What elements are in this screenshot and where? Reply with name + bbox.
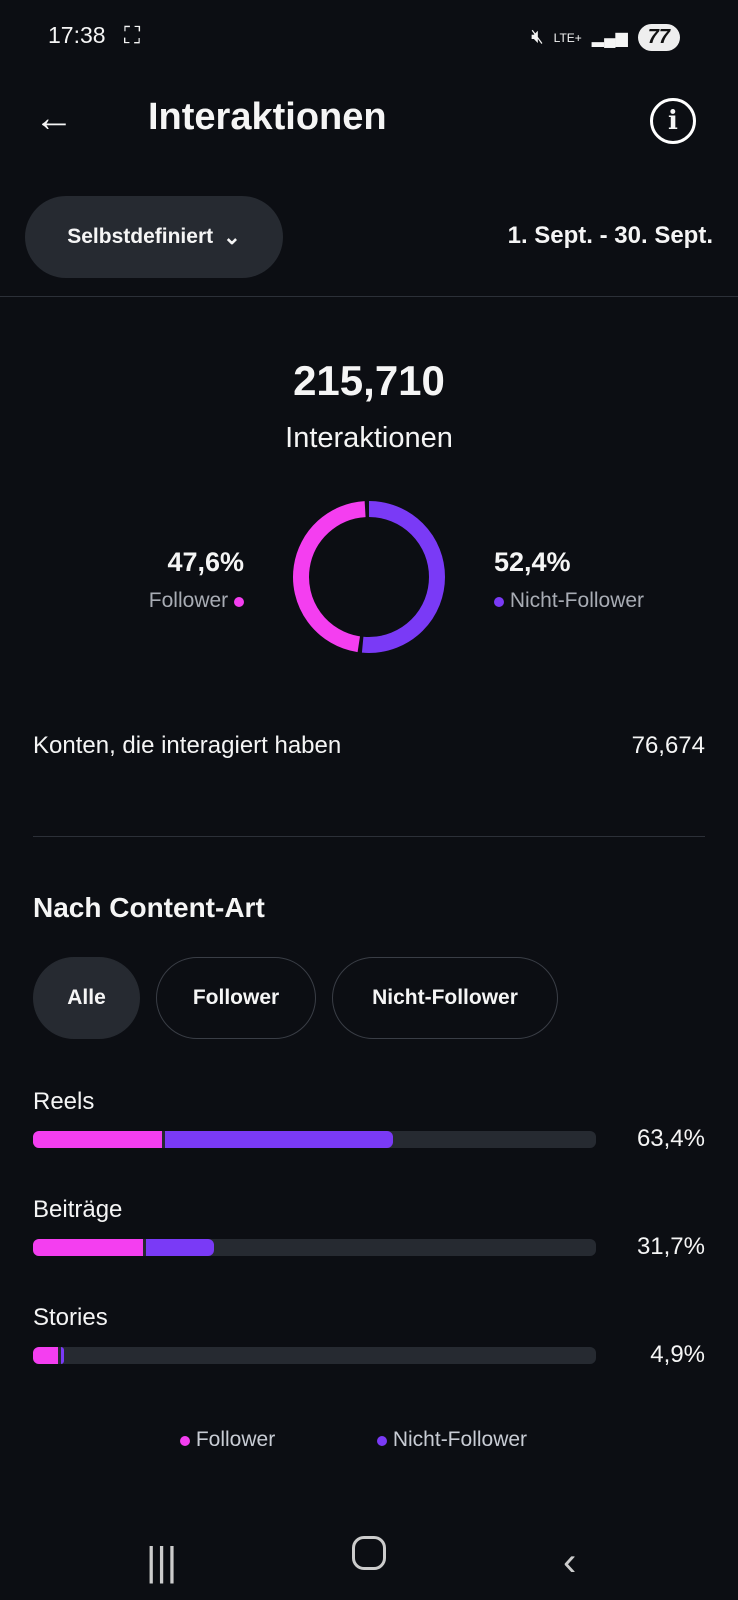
total-interactions: 215,710 xyxy=(293,357,445,404)
category-total: 63,4% xyxy=(636,1125,705,1152)
home-button[interactable] xyxy=(352,1536,386,1570)
nonfollower-dot-icon xyxy=(377,1436,387,1446)
network-label: LTE+ xyxy=(553,30,582,45)
legend-follower-label: Follower xyxy=(195,1428,276,1451)
nonfollower-percent: 52,4% xyxy=(494,547,571,577)
category-total: 4,9% xyxy=(650,1341,705,1368)
signal-icon: ▂▄▆ xyxy=(591,29,628,47)
chip-follower[interactable]: Follower xyxy=(156,957,316,1039)
donut-chart xyxy=(293,501,445,653)
page-title: Interaktionen xyxy=(148,96,387,138)
follower-dot-icon xyxy=(180,1436,190,1446)
date-range: 1. Sept. - 30. Sept. xyxy=(507,222,713,249)
follower-legend: Follower xyxy=(149,589,244,613)
donut-segment-nonfollower xyxy=(293,501,445,653)
chip-nicht-follower[interactable]: Nicht-Follower xyxy=(332,957,558,1039)
battery-indicator: 77 xyxy=(637,24,680,51)
status-icons: 🔇︎ LTE+ ▂▄▆ 77 xyxy=(531,24,680,51)
divider xyxy=(0,296,738,297)
section-heading: Nach Content-Art xyxy=(33,892,265,923)
donut-segment-follower xyxy=(293,501,445,653)
accounts-value: 76,674 xyxy=(631,732,705,759)
bar-nonfollower xyxy=(60,1347,64,1364)
follower-dot-icon xyxy=(234,597,244,607)
mute-icon: 🔇︎ xyxy=(531,26,544,48)
category-label: Stories xyxy=(33,1304,108,1331)
bar-follower xyxy=(33,1347,58,1364)
nonfollower-legend: Nicht-Follower xyxy=(494,589,644,613)
chip-alle[interactable]: Alle xyxy=(33,957,140,1039)
bar-follower xyxy=(33,1239,143,1256)
chevron-down-icon: ⌄ xyxy=(223,225,241,249)
bar-track xyxy=(33,1239,596,1256)
info-button[interactable]: i xyxy=(650,98,696,144)
legend-nonfollower: Nicht-Follower xyxy=(377,1428,527,1452)
nonfollower-label: Nicht-Follower xyxy=(509,589,645,612)
bar-track xyxy=(33,1347,596,1364)
status-time: 17:38 xyxy=(48,22,106,48)
dropdown-label: Selbstdefiniert xyxy=(67,225,214,248)
recent-apps-button[interactable]: ||| xyxy=(146,1540,178,1584)
category-total: 31,7% xyxy=(636,1233,705,1260)
bar-nonfollower xyxy=(165,1131,393,1148)
date-range-dropdown[interactable]: Selbstdefiniert ⌄ xyxy=(25,196,283,278)
nonfollower-dot-icon xyxy=(494,597,504,607)
follower-label: Follower xyxy=(148,589,229,612)
legend-nonfollower-label: Nicht-Follower xyxy=(392,1428,528,1451)
total-label: Interaktionen xyxy=(285,422,453,454)
follower-percent: 47,6% xyxy=(167,547,244,577)
bar-nonfollower xyxy=(145,1239,215,1256)
legend-follower: Follower xyxy=(180,1428,275,1452)
divider xyxy=(33,836,705,837)
category-label: Reels xyxy=(33,1088,95,1115)
bar-follower xyxy=(33,1131,163,1148)
bar-track xyxy=(33,1131,596,1148)
category-label: Beiträge xyxy=(33,1196,123,1223)
back-nav-button[interactable]: ‹ xyxy=(563,1540,577,1584)
screenshot-icon: ⛶ xyxy=(124,22,141,48)
accounts-label: Konten, die interagiert haben xyxy=(33,732,342,759)
back-button[interactable]: ← xyxy=(34,96,74,140)
